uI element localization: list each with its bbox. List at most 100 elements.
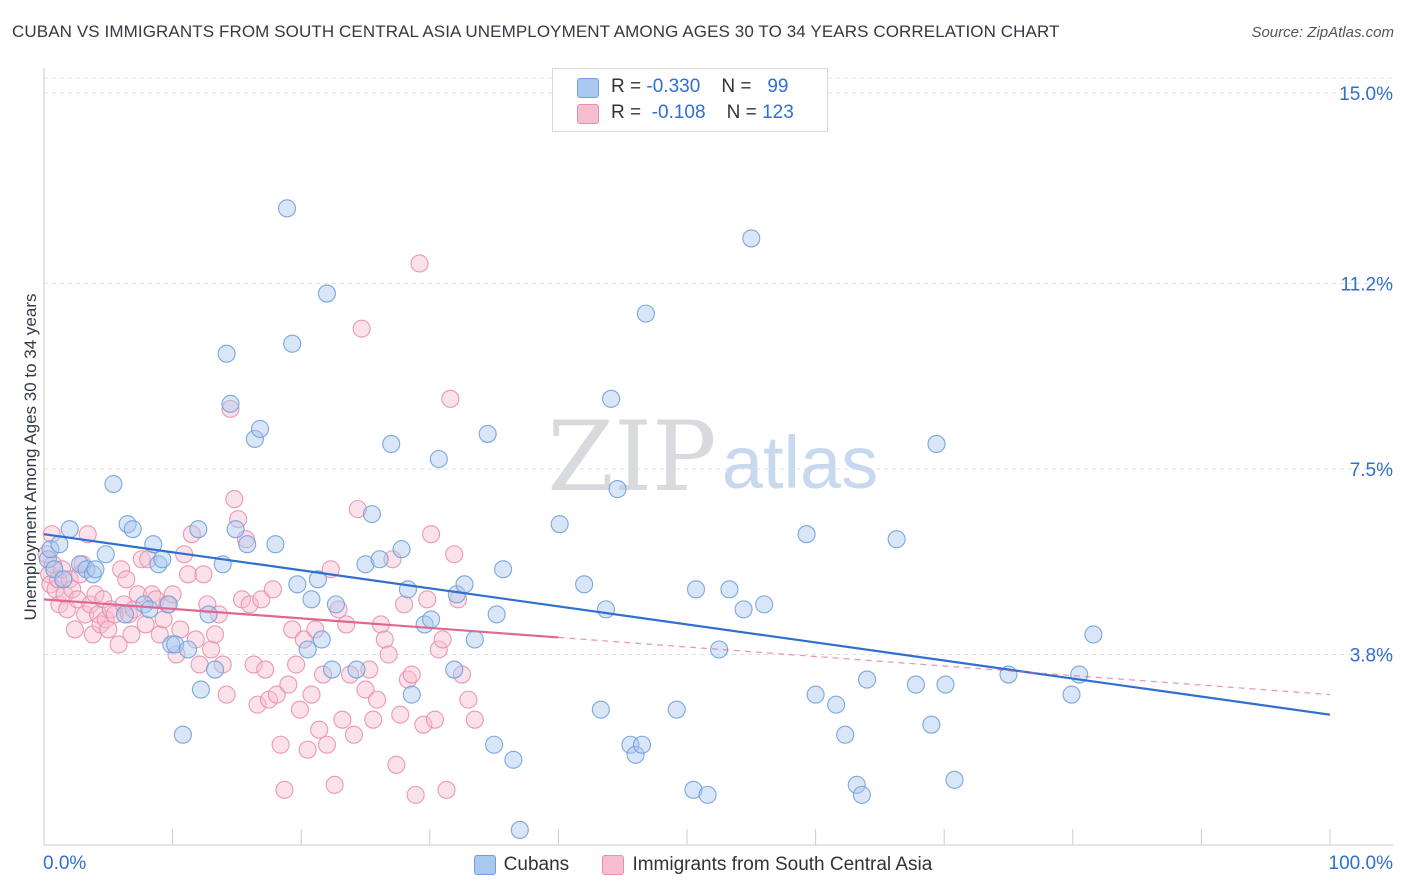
data-point (153, 550, 172, 569)
data-point (402, 665, 421, 684)
data-point (298, 640, 317, 659)
data-point (317, 284, 336, 303)
data-point (298, 740, 317, 759)
legend-swatch-pink (577, 104, 599, 124)
data-point (112, 560, 131, 579)
data-point (78, 525, 97, 544)
data-point (159, 595, 178, 614)
data-point (221, 399, 240, 418)
data-point (720, 580, 739, 599)
data-point (278, 199, 297, 218)
data-point (429, 449, 448, 469)
data-point (857, 670, 877, 689)
data-point (591, 700, 610, 719)
data-point (317, 735, 336, 754)
data-point (217, 685, 236, 704)
data-point (240, 595, 259, 614)
data-point (154, 610, 173, 629)
data-point (132, 550, 151, 569)
legend-stats-cubans: R = -0.330 N = 99 (611, 76, 789, 97)
legend-stats-immigrants: R = -0.108 N = 123 (611, 102, 794, 123)
data-point (698, 785, 717, 804)
trend-lines (43, 533, 1331, 716)
legend-item-cubans[interactable]: Cubans (473, 852, 569, 878)
data-point (383, 550, 402, 569)
data-point (171, 620, 190, 639)
data-point (250, 419, 270, 438)
data-point (755, 595, 774, 614)
data-point (199, 605, 218, 624)
data-point (252, 590, 271, 609)
data-point (395, 595, 414, 614)
data-point (217, 344, 236, 363)
data-point (632, 735, 652, 754)
data-point (135, 595, 154, 614)
chart-title: CUBAN VS IMMIGRANTS FROM SOUTH CENTRAL A… (12, 22, 1060, 41)
data-point (836, 725, 855, 744)
legend-item-immigrants[interactable]: Immigrants from South Central Asia (602, 852, 932, 878)
data-point (115, 605, 135, 624)
data-point (302, 685, 321, 704)
data-point (360, 660, 379, 679)
data-point (41, 540, 60, 559)
data-point (140, 600, 159, 619)
data-point (382, 434, 401, 454)
data-point (847, 775, 866, 794)
data-point (410, 254, 429, 273)
data-point (290, 700, 309, 719)
data-point (96, 545, 115, 564)
data-point (370, 550, 389, 569)
data-point (887, 530, 906, 549)
data-point (459, 690, 478, 709)
data-point (283, 334, 302, 353)
data-point (337, 615, 356, 634)
trend-line-extrapolated (558, 636, 1331, 696)
data-point (226, 520, 245, 539)
source-credit: Source: ZipAtlas.com (1251, 24, 1394, 41)
data-point (76, 605, 95, 624)
data-point (275, 780, 294, 799)
data-point (414, 715, 433, 734)
data-point (379, 645, 398, 664)
data-point (312, 630, 331, 649)
data-point (406, 785, 425, 804)
data-point (205, 660, 225, 679)
data-point (271, 735, 290, 754)
data-point (945, 770, 964, 789)
y-tick-label: 11.2% (1341, 275, 1394, 296)
data-point (684, 780, 703, 799)
data-point (190, 655, 209, 674)
data-point (418, 590, 437, 609)
data-point (189, 520, 208, 539)
data-point (122, 625, 141, 644)
data-point (806, 685, 825, 704)
watermark-atlas: atlas (722, 421, 878, 504)
data-point (602, 389, 621, 408)
data-point (686, 580, 706, 599)
y-tick-label: 7.5% (1350, 460, 1393, 481)
data-point (118, 515, 137, 534)
data-point (310, 720, 329, 739)
data-point (1062, 685, 1081, 704)
data-point (287, 655, 306, 674)
legend-label-immigrants: Immigrants from South Central Asia (632, 854, 933, 875)
data-point (245, 429, 264, 448)
data-point (83, 565, 102, 584)
data-point (433, 630, 452, 649)
x-tick-label-max: 100.0% (1329, 853, 1394, 874)
data-point (162, 635, 181, 654)
data-point (362, 505, 381, 524)
data-point (368, 690, 387, 709)
data-point (504, 750, 523, 769)
series-pink-points (37, 254, 484, 804)
data-point (347, 660, 366, 679)
data-point (487, 605, 506, 624)
data-point (225, 490, 244, 509)
data-point (238, 535, 257, 554)
data-point (205, 625, 225, 644)
data-point (596, 600, 616, 619)
data-point (105, 605, 124, 624)
data-point (494, 560, 513, 579)
trend-line (43, 598, 559, 639)
